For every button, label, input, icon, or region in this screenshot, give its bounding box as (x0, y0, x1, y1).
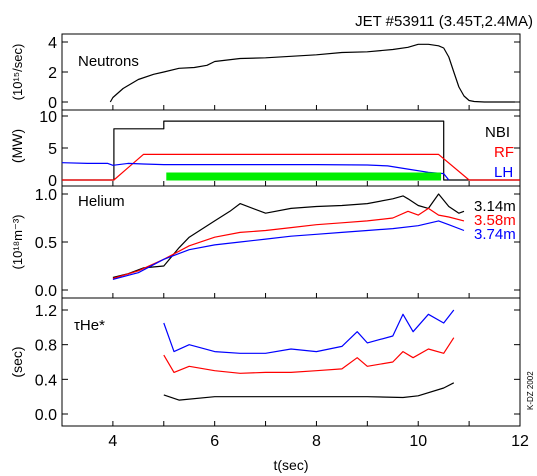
legend-3-14m: 3.14m (474, 198, 516, 215)
series-line-3-14m (112, 193, 465, 279)
neutrons-plot: 0 2 4 (48, 35, 520, 112)
panel-frame (61, 33, 521, 111)
credit-text: K-DZ 2002 (526, 371, 535, 410)
power-plot: 0 5 10 (39, 109, 520, 190)
helium-label: Helium (78, 193, 125, 210)
y-tick-label: 5 (48, 141, 57, 158)
legend-nbi: NBI (485, 124, 510, 141)
y-tick-label: 0.0 (35, 407, 57, 424)
legend-lh: LH (494, 164, 513, 181)
series-line-nbi (62, 120, 520, 181)
tau-ylabel: (sec) (9, 346, 25, 377)
x-tick-label: 4 (108, 433, 117, 450)
y-tick-label: 4 (48, 35, 57, 52)
y-tick-label: 1.2 (35, 303, 57, 320)
helium-ylabel: (10¹⁸m⁻³) (10, 215, 25, 270)
series-line-series-1 (163, 337, 455, 374)
power-ylabel: (MW) (9, 129, 25, 163)
x-axis-label: t(sec) (274, 457, 309, 473)
panel-frame (61, 297, 521, 427)
x-tick-label: 6 (210, 433, 219, 450)
x-axis-ticks: 4 6 8 10 12 (108, 433, 529, 450)
legend-rf: RF (494, 144, 514, 161)
y-tick-label: 0 (48, 173, 57, 190)
series-line-rf (62, 153, 520, 181)
x-tick-label: 10 (409, 433, 427, 450)
series-line-series-0 (109, 43, 515, 103)
series-line-series-0 (163, 309, 455, 354)
series-line-series-2 (163, 382, 455, 401)
neutrons-ylabel: (10¹⁵/sec) (10, 44, 25, 101)
panel-frame (61, 185, 521, 299)
tau-panel: τHe* (sec) 0.0 0.4 0.8 1.2 4 6 8 10 12 (9, 297, 529, 450)
y-tick-label: 10 (39, 109, 57, 126)
y-tick-label: 0.5 (35, 235, 57, 252)
y-tick-label: 1.0 (35, 187, 57, 204)
y-tick-label: 0.0 (35, 283, 57, 300)
helium-panel: Helium (10¹⁸m⁻³) 3.14m 3.58m 3.74m 0.00.… (10, 185, 521, 300)
neutrons-label: Neutrons (78, 53, 139, 70)
y-tick-label: 0.4 (35, 372, 57, 389)
y-tick-label: 0.8 (35, 338, 57, 355)
series-line-3-58m (112, 207, 465, 280)
neutrons-panel: Neutrons (10¹⁵/sec) 0 2 4 (10, 33, 521, 112)
x-tick-label: 12 (511, 433, 529, 450)
x-tick-label: 8 (312, 433, 321, 450)
power-panel: (MW) NBI RF LH 0 5 10 (9, 109, 521, 190)
tau-label: τHe* (74, 317, 105, 334)
series-line-3-74m (112, 220, 465, 280)
y-tick-label: 2 (48, 65, 57, 82)
figure-title: JET #53911 (3.45T,2.4MA) (355, 13, 533, 30)
series-line-lh (61, 162, 450, 181)
helium-plot: 0.0 0.5 1.0 (35, 187, 520, 300)
tau-plot: 0.0 0.4 0.8 1.2 (35, 303, 520, 426)
legend-3-74m: 3.74m (474, 226, 516, 243)
y-tick-label: 0 (48, 95, 57, 112)
legend-3-58m: 3.58m (474, 212, 516, 229)
